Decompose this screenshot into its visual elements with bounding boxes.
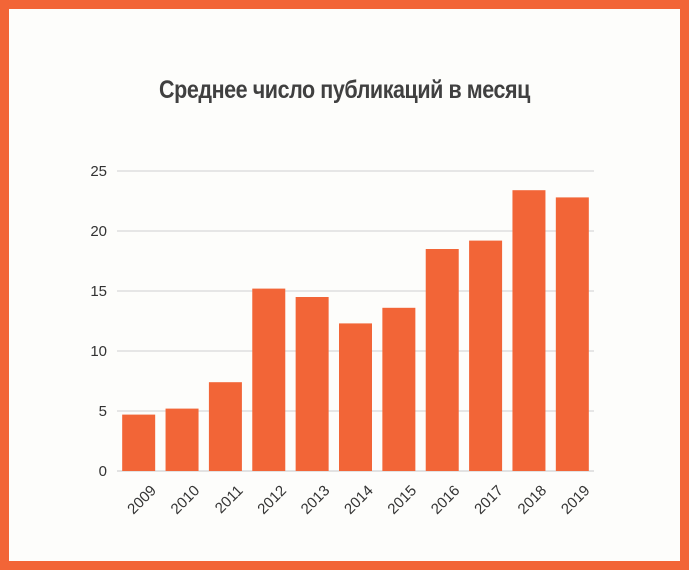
- x-tick-label: 2015: [384, 482, 420, 518]
- y-axis-ticks: 0 5 10 15 20 25: [90, 163, 107, 480]
- y-tick-label: 5: [99, 403, 107, 420]
- bar-2014: [339, 323, 372, 471]
- x-tick-label: 2009: [124, 482, 160, 518]
- y-tick-label: 25: [90, 163, 107, 180]
- x-tick-label: 2011: [212, 482, 247, 517]
- bar-2017: [469, 240, 503, 471]
- bar-2010: [165, 408, 199, 471]
- x-tick-label: 2013: [298, 482, 334, 518]
- x-tick-label: 2016: [428, 482, 464, 518]
- x-tick-label: 2017: [471, 482, 507, 518]
- y-tick-label: 15: [90, 283, 107, 300]
- x-tick-label: 2010: [168, 482, 204, 518]
- chart-title: Среднее число публикаций в месяц: [159, 76, 530, 104]
- y-tick-label: 0: [99, 463, 107, 480]
- x-tick-label: 2019: [558, 482, 594, 518]
- x-axis-ticks: 2009 2010 2011 2012 2013 2014 2015 2016 2017 2018…: [124, 482, 593, 518]
- bar-2012: [252, 288, 286, 471]
- bar-2011: [208, 382, 242, 471]
- y-tick-label: 10: [90, 343, 107, 360]
- bar-2009: [122, 414, 156, 471]
- x-tick-label: 2018: [515, 482, 551, 518]
- bar-2015: [382, 307, 416, 471]
- bar-2013: [295, 297, 329, 471]
- bar-2019: [555, 197, 589, 471]
- x-tick-label: 2012: [254, 482, 290, 518]
- bars: [122, 190, 589, 471]
- bar-2016: [425, 249, 459, 471]
- y-tick-label: 20: [90, 223, 107, 240]
- x-tick-label: 2014: [341, 482, 377, 518]
- bar-2018: [512, 190, 546, 471]
